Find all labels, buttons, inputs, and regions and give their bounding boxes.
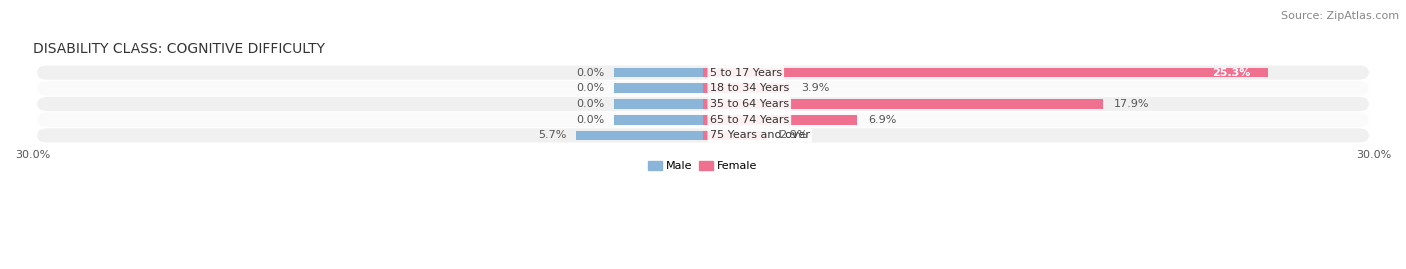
FancyBboxPatch shape	[37, 97, 1369, 111]
Bar	[613, 115, 703, 125]
Bar	[703, 130, 768, 140]
Bar	[575, 130, 703, 140]
FancyBboxPatch shape	[37, 81, 1369, 95]
Text: 3.9%: 3.9%	[801, 83, 830, 93]
Text: 35 to 64 Years: 35 to 64 Years	[710, 99, 789, 109]
Text: 5 to 17 Years: 5 to 17 Years	[710, 68, 782, 77]
FancyBboxPatch shape	[37, 65, 1369, 80]
Bar	[613, 99, 703, 109]
Text: 0.0%: 0.0%	[576, 115, 605, 125]
Text: 0.0%: 0.0%	[576, 99, 605, 109]
Text: 65 to 74 Years: 65 to 74 Years	[710, 115, 789, 125]
Text: 75 Years and over: 75 Years and over	[710, 130, 810, 140]
Bar	[703, 99, 1102, 109]
Text: 5.7%: 5.7%	[538, 130, 567, 140]
Text: 6.9%: 6.9%	[869, 115, 897, 125]
Text: Source: ZipAtlas.com: Source: ZipAtlas.com	[1281, 11, 1399, 21]
Text: DISABILITY CLASS: COGNITIVE DIFFICULTY: DISABILITY CLASS: COGNITIVE DIFFICULTY	[32, 42, 325, 56]
Bar	[613, 68, 703, 77]
Text: 25.3%: 25.3%	[1212, 68, 1250, 77]
Bar	[703, 68, 1268, 77]
FancyBboxPatch shape	[37, 113, 1369, 127]
Text: 0.0%: 0.0%	[576, 83, 605, 93]
Bar	[703, 115, 858, 125]
Legend: Male, Female: Male, Female	[644, 156, 762, 176]
Text: 17.9%: 17.9%	[1114, 99, 1150, 109]
Text: 18 to 34 Years: 18 to 34 Years	[710, 83, 789, 93]
Bar	[613, 83, 703, 93]
Text: 2.9%: 2.9%	[779, 130, 807, 140]
Bar	[703, 83, 790, 93]
FancyBboxPatch shape	[37, 128, 1369, 143]
Text: 0.0%: 0.0%	[576, 68, 605, 77]
